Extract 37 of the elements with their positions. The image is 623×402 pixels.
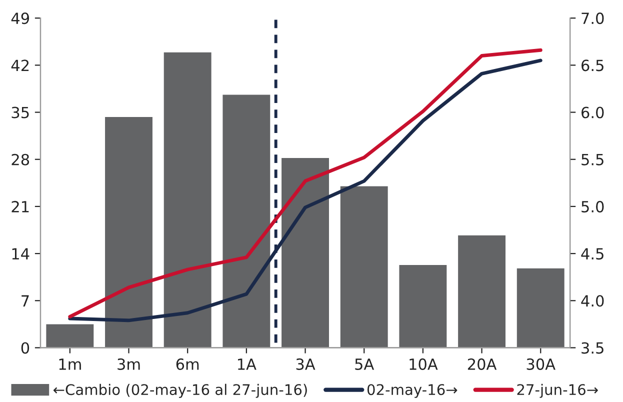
- x-tick-label: 20A: [468, 358, 497, 370]
- y2-tick-label: 6.0: [582, 106, 604, 118]
- bar: [162, 51, 213, 348]
- legend-label: 02-may-16→: [367, 384, 458, 398]
- x-tick-label: 6m: [176, 358, 199, 370]
- bar: [456, 234, 507, 348]
- y-tick-label: 0: [21, 342, 30, 354]
- y2-tick-label: 5.5: [582, 154, 604, 166]
- y2-tick-label: 7.0: [582, 12, 604, 24]
- y-tick-label: 49: [11, 12, 30, 24]
- y-tick-label: 28: [12, 154, 30, 166]
- bar: [398, 264, 448, 348]
- x-tick-label: 5A: [355, 358, 374, 370]
- bar: [280, 156, 330, 348]
- legend-label: ←Cambio (02-may-16 al 27-jun-16): [53, 384, 307, 398]
- y2-tick-label: 4.0: [581, 295, 604, 307]
- y-tick-label: 42: [11, 60, 29, 71]
- y2-tick-label: 3.5: [582, 342, 604, 354]
- bar: [221, 93, 272, 348]
- y2-tick-label: 6.5: [582, 60, 604, 72]
- y2-tick-label: 4.5: [581, 248, 604, 260]
- y-tick-label: 14: [12, 248, 30, 260]
- x-tick-label: 10A: [410, 358, 438, 370]
- x-tick-label: 1A: [238, 358, 256, 370]
- legend-label: 27-jun-16→: [517, 384, 598, 398]
- x-tick-label: 30A: [526, 358, 556, 370]
- x-tick-label: 3m: [118, 358, 140, 370]
- y2-tick-label: 5.0: [582, 200, 604, 212]
- y-tick-label: 7: [22, 295, 29, 306]
- bar: [44, 322, 96, 348]
- bar: [338, 184, 390, 348]
- bar: [104, 116, 154, 348]
- bar: [516, 266, 566, 348]
- y-tick-label: 35: [12, 106, 29, 118]
- x-tick-label: 3A: [296, 358, 316, 370]
- x-tick-label: 1m: [59, 358, 81, 370]
- y-tick-label: 21: [12, 200, 29, 212]
